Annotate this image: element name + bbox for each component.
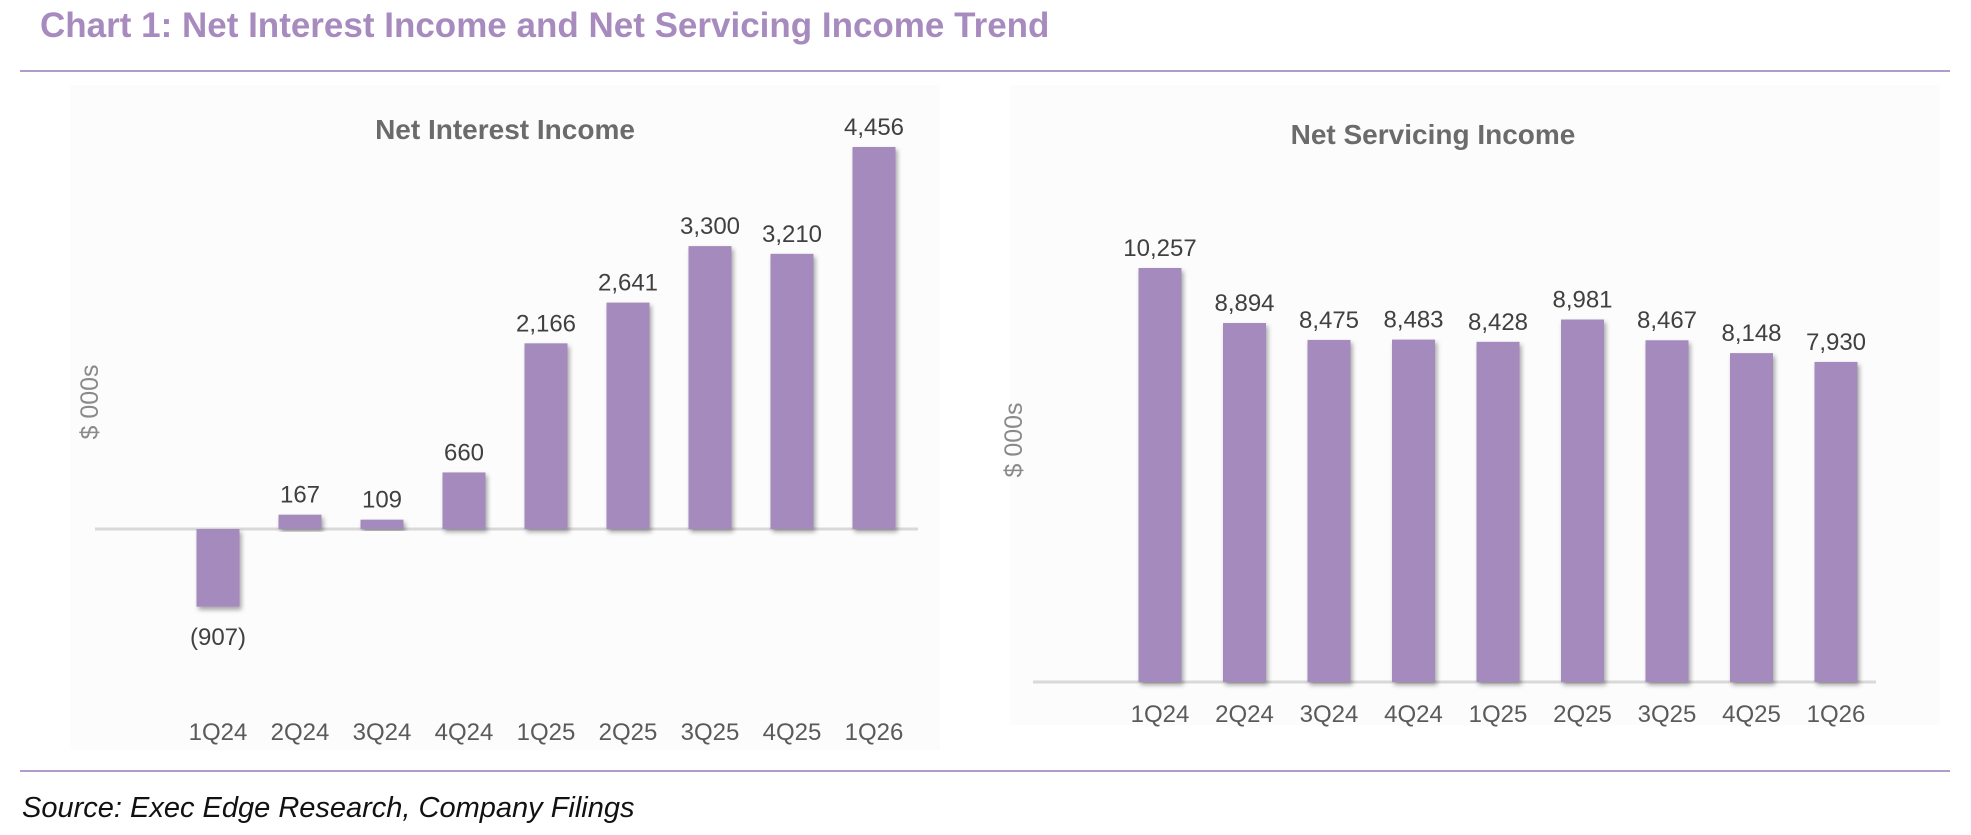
x-tick-label: 2Q25 — [599, 719, 658, 746]
bar-3q25 — [688, 246, 732, 530]
data-label: 3,300 — [680, 213, 740, 240]
x-tick-label: 1Q24 — [1131, 701, 1190, 728]
chart-title: Net Interest Income — [375, 114, 635, 145]
data-label: 8,475 — [1299, 307, 1359, 334]
x-tick-label: 2Q24 — [271, 719, 330, 746]
data-label: 4,456 — [844, 114, 904, 141]
bar-2q25 — [1561, 319, 1604, 682]
x-tick-label: 4Q24 — [1384, 701, 1443, 728]
data-label: 2,641 — [598, 270, 658, 297]
bar-3q24 — [1307, 339, 1351, 682]
data-label: 109 — [362, 487, 402, 514]
x-tick-label: 3Q24 — [353, 719, 412, 746]
data-label: 8,467 — [1637, 307, 1697, 334]
y-axis-label: $ 000s — [1000, 402, 1028, 477]
x-tick-label: 1Q26 — [845, 719, 904, 746]
chart-title: Net Servicing Income — [1291, 119, 1576, 150]
data-label: 8,894 — [1214, 290, 1274, 317]
x-tick-label: 1Q25 — [1469, 701, 1528, 728]
x-tick-label: 1Q24 — [189, 719, 248, 746]
bar-1q24 — [1138, 268, 1182, 682]
bar-1q25 — [1476, 341, 1520, 682]
x-tick-label: 4Q25 — [1722, 701, 1781, 728]
data-label: 8,428 — [1468, 309, 1528, 336]
data-label: 10,257 — [1123, 235, 1196, 262]
x-tick-label: 2Q24 — [1215, 701, 1274, 728]
data-label: 8,981 — [1552, 287, 1612, 314]
x-tick-label: 1Q25 — [517, 719, 576, 746]
source-note: Source: Exec Edge Research, Company Fili… — [22, 792, 635, 824]
bar-4q25 — [770, 253, 814, 529]
bar-4q25 — [1730, 353, 1773, 682]
page-title: Chart 1: Net Interest Income and Net Ser… — [40, 6, 1050, 45]
data-label: 167 — [280, 482, 320, 509]
bar-2q25 — [606, 302, 650, 529]
bar-2q24 — [278, 514, 322, 529]
x-tick-label: 3Q24 — [1300, 701, 1359, 728]
net-interest-income-chart: Net Interest Income $ 000s (907) 1Q24 167 2… — [76, 114, 918, 746]
bar-1q26 — [1814, 361, 1858, 682]
bar-3q25 — [1645, 340, 1689, 682]
bar-3q24 — [360, 519, 404, 529]
x-tick-label: 4Q25 — [763, 719, 822, 746]
x-tick-label: 1Q26 — [1807, 701, 1866, 728]
x-tick-label: 2Q25 — [1553, 701, 1612, 728]
title-divider — [20, 70, 1950, 72]
data-label: 660 — [444, 439, 484, 466]
bar-4q24 — [442, 472, 486, 529]
data-label: (907) — [190, 624, 246, 651]
bar-4q24 — [1392, 339, 1435, 682]
data-label: 8,148 — [1721, 320, 1781, 347]
y-axis-label: $ 000s — [76, 364, 104, 439]
net-servicing-income-chart: Net Servicing Income $ 000s 10,257 1Q24 8,… — [1000, 119, 1876, 728]
x-tick-label: 3Q25 — [681, 719, 740, 746]
footer-divider — [20, 770, 1950, 772]
x-tick-label: 4Q24 — [435, 719, 494, 746]
bar-1q25 — [524, 343, 568, 529]
data-label: 7,930 — [1806, 329, 1866, 356]
bar-1q26 — [852, 147, 896, 529]
bar-2q24 — [1223, 323, 1266, 682]
data-label: 3,210 — [762, 221, 822, 248]
x-tick-label: 3Q25 — [1638, 701, 1697, 728]
data-label: 2,166 — [516, 310, 576, 337]
bar-1q24 — [196, 529, 240, 607]
data-label: 8,483 — [1383, 307, 1443, 334]
